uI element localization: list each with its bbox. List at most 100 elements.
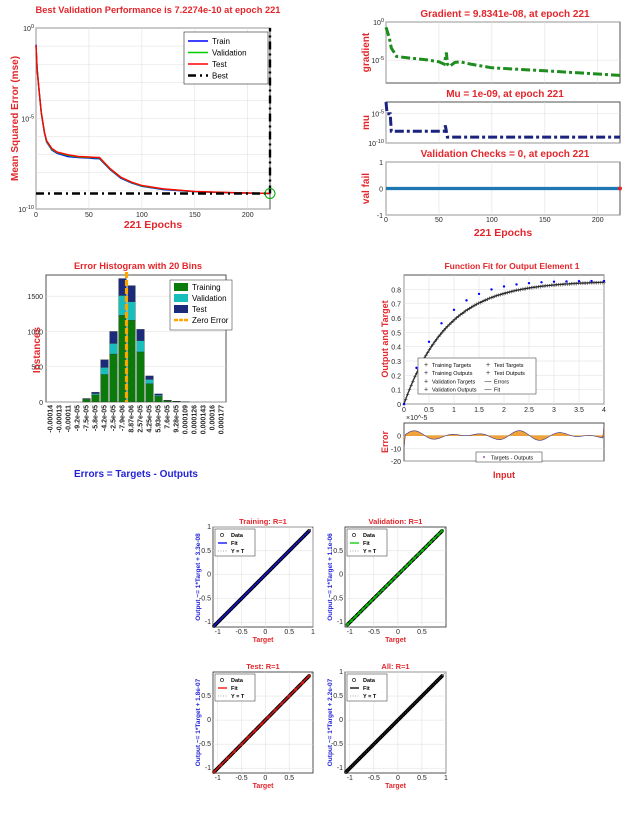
- reg-title-validation: Validation: R=1: [369, 517, 423, 526]
- state-xlabel: 221 Epochs: [474, 227, 533, 239]
- hist-ytick: 0: [39, 400, 43, 407]
- fit-legend-swatch: +: [424, 362, 428, 369]
- reg-fit-line: [213, 530, 310, 627]
- reg-validation-marker: [373, 595, 377, 599]
- fit-marker: +: [435, 336, 439, 343]
- fit-legend-swatch: +: [424, 370, 428, 377]
- fit-marker: +: [473, 303, 477, 310]
- reg-legend-label: Data: [231, 533, 244, 539]
- fit-xtick: 4: [602, 407, 606, 414]
- fit-marker: +: [518, 287, 522, 294]
- fit-data-point: [465, 299, 468, 302]
- perf-legend-label: Test: [212, 60, 227, 69]
- fit-data-point: [440, 322, 443, 325]
- hist-bar-test: [91, 391, 100, 394]
- reg-validation-marker: [397, 572, 401, 576]
- reg-ytick: -1: [205, 765, 211, 772]
- reg-legend-label: Data: [363, 678, 376, 684]
- fit-marker: +: [498, 292, 502, 299]
- reg-xtick: -1: [215, 629, 221, 636]
- reg-ytick: -1: [205, 619, 211, 626]
- fit-marker: +: [453, 317, 457, 324]
- fit-data-point: [602, 279, 606, 283]
- reg-xlabel-validation: Target: [385, 637, 407, 644]
- hist-bar-training: [145, 383, 154, 403]
- fit-marker: +: [587, 280, 591, 287]
- fit-marker: +: [558, 282, 562, 289]
- fit-marker: +: [404, 396, 408, 403]
- hist-legend-swatch: [174, 305, 188, 313]
- fit-marker: +: [407, 387, 411, 394]
- fit-ytick: 0.4: [391, 345, 401, 352]
- hist-title: Error Histogram with 20 Bins: [74, 261, 202, 271]
- fit-error-line: [403, 425, 605, 449]
- perf-xtick: 0: [34, 212, 38, 219]
- hist-bar-test: [127, 285, 136, 302]
- fit-marker: +: [578, 281, 582, 288]
- perf-legend-label: Validation: [212, 49, 247, 58]
- fit-marker: +: [566, 281, 570, 288]
- state-ytick: 0: [379, 187, 383, 194]
- fit-marker: +: [522, 286, 526, 293]
- fit-marker: +: [440, 330, 444, 337]
- hist-legend-swatch: [174, 294, 188, 302]
- fit-marker: +: [449, 320, 453, 327]
- hist-bar-test: [136, 329, 145, 341]
- hist-xtick: 4.25e-05: [147, 405, 154, 433]
- reg-legend-label: Y = T: [363, 549, 377, 555]
- hist-bar-training: [82, 399, 91, 403]
- fit-marker: +: [502, 291, 506, 298]
- reg-validation-marker: [436, 533, 440, 537]
- fit-legend-label: Test Targets: [494, 363, 524, 369]
- fit-marker: +: [593, 280, 597, 287]
- reg-ytick: -1: [337, 765, 343, 772]
- fit-data-point: [527, 281, 531, 285]
- perf-ytick: 10-5: [21, 115, 34, 124]
- fit-marker: +: [600, 280, 604, 287]
- fit-ytick: 0.8: [391, 287, 401, 294]
- fit-marker: +: [596, 280, 600, 287]
- reg-xtick: -1: [347, 775, 353, 782]
- reg-ytick: -0.5: [331, 741, 343, 748]
- fit-error-ytick: -10: [391, 446, 401, 453]
- hist-bar-validation: [100, 367, 109, 375]
- reg-xtick: 0.5: [417, 629, 427, 636]
- fit-marker: +: [458, 312, 462, 319]
- reg-xtick: 0: [263, 775, 267, 782]
- fit-marker: +: [549, 283, 553, 290]
- hist-bar-training: [109, 353, 118, 403]
- fit-ytick: 0.2: [391, 373, 401, 380]
- perf-ytick: 10-10: [18, 205, 34, 214]
- reg-validation-marker: [349, 619, 353, 623]
- reg-validation-marker: [377, 591, 381, 595]
- reg-title-all: All: R=1: [381, 662, 409, 671]
- reg-validation-marker: [345, 623, 349, 627]
- reg-legend-data-swatch: [352, 533, 356, 537]
- fit-xtick: 1.5: [474, 407, 484, 414]
- reg-legend-label: Y = T: [363, 694, 377, 700]
- fit-marker: +: [571, 281, 575, 288]
- reg-data-marker: [306, 529, 311, 534]
- fit-marker: +: [516, 287, 520, 294]
- fit-data-point: [540, 281, 543, 284]
- fit-marker: +: [486, 296, 490, 303]
- reg-ytick: -0.5: [331, 595, 343, 602]
- fit-marker: +: [584, 280, 588, 287]
- hist-xtick: -4.2e-05: [102, 405, 109, 431]
- fit-data-point: [565, 280, 568, 283]
- fit-marker: +: [480, 299, 484, 306]
- fit-legend-swatch: +: [486, 370, 490, 377]
- fit-xtick: 1: [452, 407, 456, 414]
- reg-validation-marker: [389, 580, 393, 584]
- reg-title-training: Training: R=1: [239, 517, 287, 526]
- fit-legend-swatch: —: [485, 378, 492, 385]
- fit-data-point: [490, 288, 493, 291]
- hist-bar-test: [118, 278, 127, 296]
- state-ylabel: val fail: [361, 173, 372, 204]
- state-xtick: 50: [435, 217, 443, 224]
- fit-marker: +: [573, 281, 577, 288]
- fit-legend-label: Errors: [494, 379, 509, 385]
- hist-bar-test: [109, 331, 118, 344]
- reg-ytick: 0.5: [201, 548, 211, 555]
- fit-xtick: 3: [552, 407, 556, 414]
